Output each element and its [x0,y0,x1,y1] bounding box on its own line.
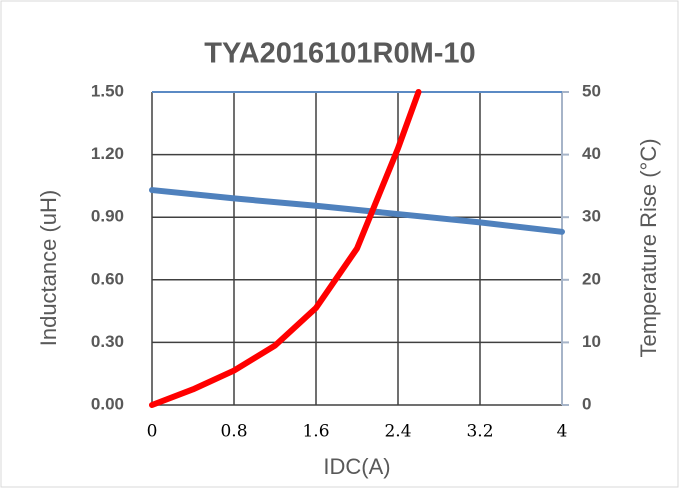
y-tick-label: 0.30 [91,332,124,351]
series-line [149,89,422,408]
x-axis-label: IDC(A) [323,454,390,479]
y-tick-label: 1.50 [91,81,124,100]
x-tick-label: 4 [557,422,568,442]
x-tick-label: 2.4 [384,422,411,442]
chart-title: TYA2016101R0M-10 [204,38,475,70]
y2-tick-label: 30 [582,207,601,226]
y2-tick-label: 0 [582,394,591,413]
series-line [149,187,565,235]
y-tick-label: 1.20 [91,144,124,163]
y2-tick-label: 20 [582,269,601,288]
y2-tick-label: 50 [582,81,601,100]
y-tick-label: 0.90 [91,207,124,226]
x-tick-label: 1.6 [302,422,329,442]
y2-tick-label: 40 [582,144,601,163]
y-tick-label: 0.00 [91,394,124,413]
x-tick-label: 3.2 [466,422,493,442]
y-axis-label: Inductance (uH) [36,190,61,347]
x-tick-label: 0.8 [220,422,247,442]
y-tick-label: 0.60 [91,269,124,288]
x-tick-label: 0 [147,422,158,442]
y2-tick-label: 10 [582,332,601,351]
y2-axis-label: Temperature Rise (°C) [636,138,661,357]
